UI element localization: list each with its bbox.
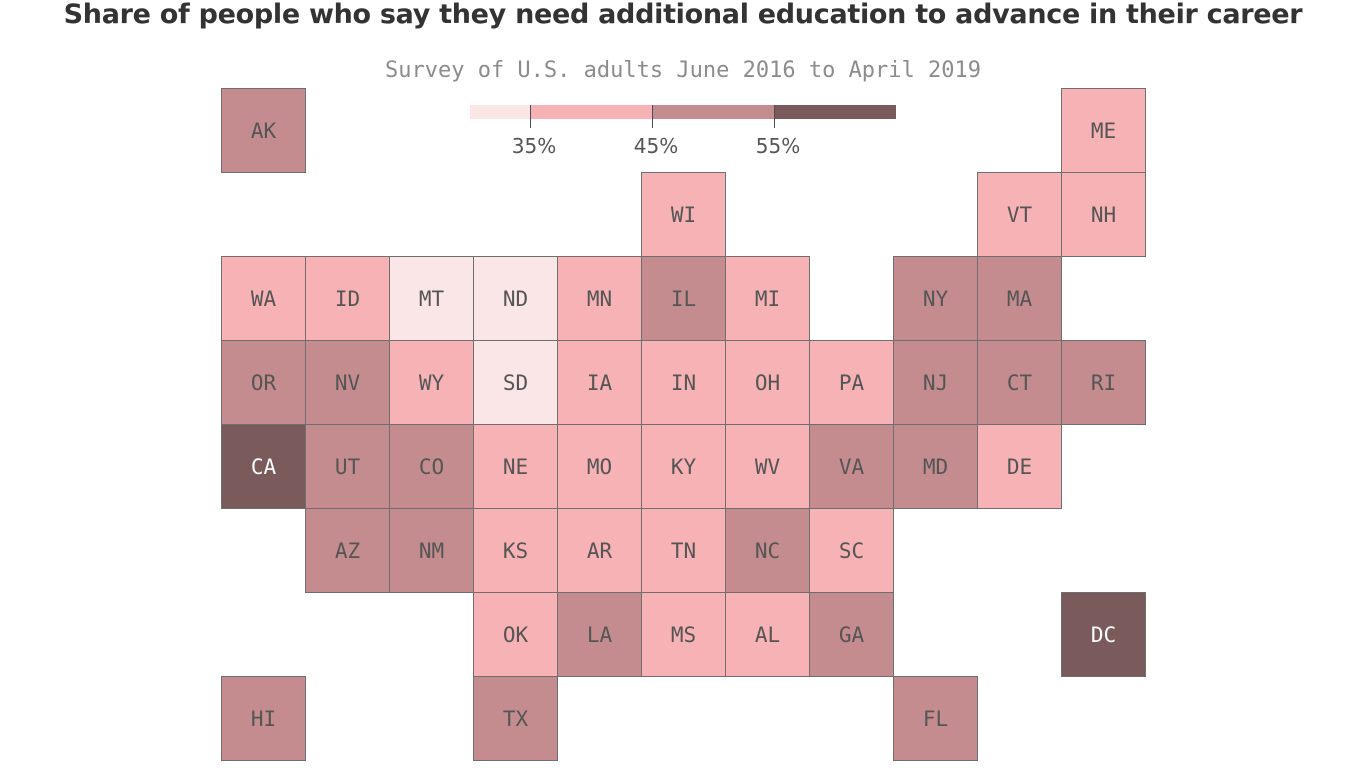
state-tile-nv: NV — [305, 340, 390, 425]
state-tile-tx: TX — [473, 676, 558, 761]
state-tile-ga: GA — [809, 592, 894, 677]
state-tile-mn: MN — [557, 256, 642, 341]
state-tile-il: IL — [641, 256, 726, 341]
legend-label-45: 45% — [633, 134, 679, 158]
state-tile-tn: TN — [641, 508, 726, 593]
state-tile-nc: NC — [725, 508, 810, 593]
state-tile-mi: MI — [725, 256, 810, 341]
state-tile-wy: WY — [389, 340, 474, 425]
state-tile-fl: FL — [893, 676, 978, 761]
state-tile-wv: WV — [725, 424, 810, 509]
state-tile-wa: WA — [221, 256, 306, 341]
state-tile-vt: VT — [977, 172, 1062, 257]
state-tile-me: ME — [1061, 88, 1146, 173]
state-tile-ms: MS — [641, 592, 726, 677]
state-tile-ny: NY — [893, 256, 978, 341]
state-tile-de: DE — [977, 424, 1062, 509]
state-tile-ri: RI — [1061, 340, 1146, 425]
state-tile-pa: PA — [809, 340, 894, 425]
state-tile-hi: HI — [221, 676, 306, 761]
color-legend: 35% 45% 55% — [470, 105, 896, 165]
state-tile-md: MD — [893, 424, 978, 509]
state-tile-in: IN — [641, 340, 726, 425]
state-tile-id: ID — [305, 256, 390, 341]
state-tile-ct: CT — [977, 340, 1062, 425]
state-tile-nh: NH — [1061, 172, 1146, 257]
state-tile-co: CO — [389, 424, 474, 509]
state-tile-or: OR — [221, 340, 306, 425]
state-tile-mt: MT — [389, 256, 474, 341]
state-tile-ks: KS — [473, 508, 558, 593]
legend-swatch-35-45 — [530, 105, 652, 119]
state-tile-nd: ND — [473, 256, 558, 341]
state-tile-oh: OH — [725, 340, 810, 425]
state-tile-ok: OK — [473, 592, 558, 677]
state-tile-ar: AR — [557, 508, 642, 593]
legend-swatch-45-55 — [652, 105, 774, 119]
state-tile-nm: NM — [389, 508, 474, 593]
state-tile-sc: SC — [809, 508, 894, 593]
legend-label-55: 55% — [755, 134, 801, 158]
state-tile-sd: SD — [473, 340, 558, 425]
legend-tick-45 — [652, 105, 653, 128]
state-tile-al: AL — [725, 592, 810, 677]
chart-title: Share of people who say they need additi… — [63, 0, 1303, 30]
state-tile-ma: MA — [977, 256, 1062, 341]
legend-swatch-over-55 — [774, 105, 896, 119]
state-tile-wi: WI — [641, 172, 726, 257]
legend-tick-55 — [774, 105, 775, 128]
state-tile-ia: IA — [557, 340, 642, 425]
chart-subtitle: Survey of U.S. adults June 2016 to April… — [384, 58, 982, 83]
state-tile-la: LA — [557, 592, 642, 677]
legend-swatch-under-35 — [470, 105, 530, 119]
state-tile-dc: DC — [1061, 592, 1146, 677]
state-tile-ne: NE — [473, 424, 558, 509]
state-tile-nj: NJ — [893, 340, 978, 425]
state-tile-az: AZ — [305, 508, 390, 593]
state-tile-mo: MO — [557, 424, 642, 509]
state-tile-va: VA — [809, 424, 894, 509]
state-tile-ak: AK — [221, 88, 306, 173]
legend-label-35: 35% — [511, 134, 557, 158]
state-tile-ut: UT — [305, 424, 390, 509]
state-tile-ca: CA — [221, 424, 306, 509]
legend-tick-35 — [530, 105, 531, 128]
state-tile-ky: KY — [641, 424, 726, 509]
